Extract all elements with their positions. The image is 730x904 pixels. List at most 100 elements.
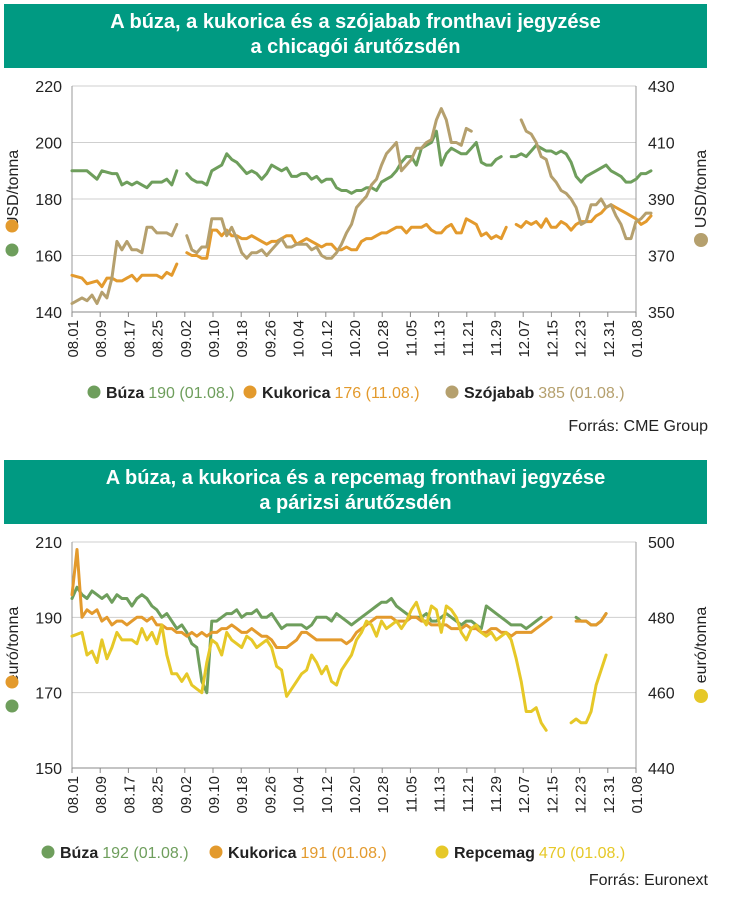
chart2-x-tick-label: 10.04	[291, 776, 308, 814]
chart2-x-tick-label: 08.17	[121, 776, 138, 814]
chart2-left-tick-label: 190	[35, 610, 62, 627]
chart1-x-tick-label: 12.15	[544, 320, 561, 358]
chart2-x-tick-label: 08.09	[93, 776, 110, 814]
chart2-legend-marker-kukorica	[209, 845, 223, 859]
chart2-x-tick-label: 10.12	[319, 776, 336, 814]
chart2-series-búza-line	[70, 585, 543, 695]
chart2-right-tick-label: 480	[648, 610, 675, 627]
chart1-title-line2: a chicagói árutőzsdén	[250, 36, 461, 58]
chart1-right-tick-label: 370	[648, 249, 675, 266]
chart1-series-szójabab-line	[519, 118, 653, 241]
chart1-title-line1: A búza, a kukorica és a szójabab frontha…	[110, 11, 601, 33]
chart2-right-tick-label: 500	[648, 535, 675, 552]
chart2-x-tick-label: 12.15	[544, 776, 561, 814]
chart1-x-tick-label: 08.01	[65, 320, 82, 358]
chart1-x-tick-label: 10.28	[375, 320, 392, 358]
chart2-left-tick-label: 210	[35, 535, 62, 552]
chart2-right-tick-label: 440	[648, 761, 675, 778]
chart2-x-tick-label: 01.08	[629, 776, 646, 814]
chart2-x-tick-label: 12.07	[516, 776, 533, 814]
chart2-right-axis-title: euró/tonna	[693, 607, 710, 684]
chart2-series-repcemag-line	[70, 600, 548, 732]
chart2-title-line2: a párizsi árutőzsdén	[259, 492, 452, 514]
chart2-legend-value-repcemag: 470 (01.08.)	[539, 845, 625, 862]
chart1-legend-name-búza: Búza	[106, 385, 144, 402]
chart1-x-tick-label: 11.21	[460, 320, 477, 356]
chart2-right-axis-dot-repcemag	[694, 689, 708, 703]
chart1-left-tick-label: 220	[35, 79, 62, 96]
chart1-x-tick-label: 01.08	[629, 320, 646, 358]
chart1-right-tick-label: 430	[648, 79, 675, 96]
chart1-x-tick-label: 08.25	[150, 320, 167, 358]
chart1-title-banner: A búza, a kukorica és a szójabab frontha…	[4, 4, 707, 68]
chart2-source: Forrás: Euronext	[588, 872, 708, 889]
chart1-series-szójabab-line	[70, 222, 179, 305]
chart1-x-tick-label: 12.07	[516, 320, 533, 358]
chart2-legend-name-kukorica: Kukorica	[228, 845, 297, 862]
chart2-series-kukorica-line	[574, 612, 608, 627]
chart2-legend-value-búza: 192 (01.08.)	[102, 845, 188, 862]
chart1-left-axis-title: USD/tonna	[5, 150, 22, 228]
chart2-x-tick-label: 10.28	[375, 776, 392, 814]
chart2-left-axis-dot-búza	[5, 699, 19, 713]
chart1-x-tick-label: 10.04	[291, 320, 308, 358]
chart1-x-tick-label: 10.12	[319, 320, 336, 358]
chart2-left-tick-label: 150	[35, 761, 62, 778]
chart2-legend-name-repcemag: Repcemag	[454, 845, 535, 862]
chart1-legend-value-kukorica: 176 (11.08.)	[334, 385, 419, 402]
chart1-left-axis-dot-kukorica	[5, 219, 19, 233]
chart1-x-tick-label: 08.09	[93, 320, 110, 358]
chart1-left-axis-dot-búza	[5, 243, 19, 257]
chart1-series-búza-line	[185, 129, 503, 195]
chart1-legend-name-szójabab: Szójabab	[464, 385, 534, 402]
chart2-left-axis-title: euró/tonna	[5, 607, 22, 684]
chart2-x-tick-label: 11.13	[432, 776, 449, 812]
chart1-left-tick-label: 180	[35, 192, 62, 209]
chart1-x-tick-label: 12.23	[573, 320, 590, 358]
chart1-legend-value-szójabab: 385 (01.08.)	[538, 385, 624, 402]
chart1-x-tick-label: 10.20	[347, 320, 364, 358]
chart1-right-tick-label: 350	[648, 305, 675, 322]
chart1-x-tick-label: 11.05	[403, 320, 420, 356]
chart1-x-tick-label: 09.18	[234, 320, 251, 358]
chart1-series-búza-line	[509, 143, 653, 184]
chart2-x-tick-label: 08.01	[65, 776, 82, 814]
chart2-title-line1: A búza, a kukorica és a repcemag frontha…	[105, 467, 606, 489]
chart1-left-tick-label: 200	[35, 136, 62, 153]
chart2-legend-value-kukorica: 191 (01.08.)	[300, 845, 386, 862]
chart2-x-tick-label: 10.20	[347, 776, 364, 814]
chart1-right-tick-label: 390	[648, 192, 675, 209]
chart1-legend-name-kukorica: Kukorica	[262, 385, 331, 402]
chart1-x-tick-label: 12.31	[601, 320, 618, 358]
chart2-x-tick-label: 11.05	[403, 776, 420, 812]
chart2-x-tick-label: 09.10	[206, 776, 223, 814]
chart1-series-kukorica-line	[70, 262, 179, 289]
chart1-left-tick-label: 140	[35, 305, 62, 322]
chart2-x-tick-label: 09.26	[262, 776, 279, 814]
chart2-legend-marker-búza	[41, 845, 55, 859]
chart2-legend-name-búza: Búza	[60, 845, 98, 862]
chart2-series-repcemag-line	[569, 653, 608, 725]
chart2-title-banner: A búza, a kukorica és a repcemag frontha…	[4, 460, 707, 524]
chart1-x-tick-label: 09.26	[262, 320, 279, 358]
chart1-x-tick-label: 11.29	[488, 320, 505, 356]
chart2-x-tick-label: 11.21	[460, 776, 477, 812]
chart1-series-szójabab-line	[185, 107, 473, 260]
chart1-right-axis-title: USD/tonna	[693, 150, 710, 228]
chart2-x-tick-label: 11.29	[488, 776, 505, 812]
chart1-series-búza-line	[70, 169, 179, 190]
chart1-x-tick-label: 08.17	[121, 320, 138, 358]
chart2-legend-marker-repcemag	[435, 845, 449, 859]
chart1-source: Forrás: CME Group	[568, 418, 708, 435]
chart1-x-tick-label: 11.13	[432, 320, 449, 356]
chart1-series-kukorica-line	[185, 217, 508, 260]
chart1-legend-marker-szójabab	[445, 385, 459, 399]
chart1-right-tick-label: 410	[648, 136, 675, 153]
chart2-euronext-prices: 210 190 170 150 500 480 460 440 08.01 08.09 08.17 0…	[5, 535, 710, 862]
chart1-legend-value-búza: 190 (01.08.)	[148, 385, 234, 402]
chart1-x-tick-label: 09.10	[206, 320, 223, 358]
chart1-series-kukorica-line	[514, 203, 653, 232]
chart2-x-tick-label: 12.31	[601, 776, 618, 814]
chart2-right-tick-label: 460	[648, 686, 675, 703]
chart2-x-tick-label: 09.02	[178, 776, 195, 814]
